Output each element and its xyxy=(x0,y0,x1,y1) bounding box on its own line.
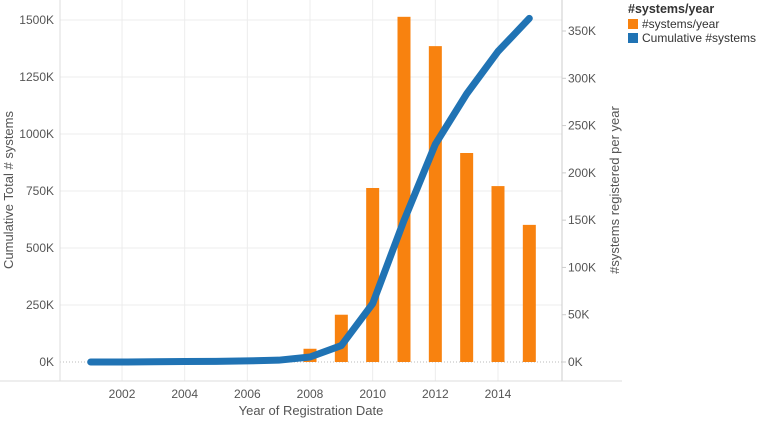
x-tick-label: 2004 xyxy=(171,387,198,401)
x-tick-label: 2008 xyxy=(297,387,324,401)
bar[interactable] xyxy=(460,152,474,362)
bar[interactable] xyxy=(522,224,536,362)
left-axis-label: Cumulative Total # systems xyxy=(1,111,16,269)
legend-swatch-blue xyxy=(628,33,638,43)
legend-label: #systems/year xyxy=(642,17,720,31)
legend-title: #systems/year xyxy=(628,2,715,16)
bar[interactable] xyxy=(491,186,505,362)
right-tick-label: 350K xyxy=(568,24,596,38)
bar[interactable] xyxy=(397,16,411,363)
right-axis-label: #systems registered per year xyxy=(607,106,622,274)
legend-label: Cumulative #systems xyxy=(642,31,757,45)
left-tick-label: 1000K xyxy=(19,127,54,141)
x-tick-label: 2010 xyxy=(359,387,386,401)
cumulative-line[interactable] xyxy=(87,14,533,366)
x-tick-label: 2002 xyxy=(109,387,136,401)
legend-item-bars[interactable]: #systems/year xyxy=(628,17,756,31)
right-tick-label: 250K xyxy=(568,119,596,133)
right-tick-label: 150K xyxy=(568,213,596,227)
bar[interactable] xyxy=(428,46,442,362)
right-tick-label: 50K xyxy=(568,308,589,322)
bar[interactable] xyxy=(366,187,380,362)
legend-swatch-orange xyxy=(628,19,638,29)
left-tick-label: 0K xyxy=(39,355,54,369)
legend: #systems/year #systems/year Cumulative #… xyxy=(628,2,756,45)
x-tick-label: 2012 xyxy=(422,387,449,401)
x-tick-label: 2006 xyxy=(234,387,261,401)
left-tick-label: 1250K xyxy=(19,70,54,84)
right-tick-label: 300K xyxy=(568,71,596,85)
right-tick-label: 100K xyxy=(568,260,596,274)
right-tick-label: 200K xyxy=(568,166,596,180)
left-tick-label: 250K xyxy=(26,298,54,312)
x-axis-label: Year of Registration Date xyxy=(239,403,384,418)
left-tick-label: 500K xyxy=(26,241,54,255)
line-series xyxy=(87,14,533,366)
right-tick-label: 0K xyxy=(568,355,583,369)
left-tick-label: 750K xyxy=(26,184,54,198)
bar-series xyxy=(303,16,536,363)
gridlines xyxy=(60,0,562,381)
x-tick-label: 2014 xyxy=(485,387,512,401)
left-tick-label: 1500K xyxy=(19,13,54,27)
legend-item-line[interactable]: Cumulative #systems xyxy=(628,31,756,45)
axes: 0K 250K 500K 750K 1000K 1250K 1500K 2002 2004 200… xyxy=(0,0,622,401)
